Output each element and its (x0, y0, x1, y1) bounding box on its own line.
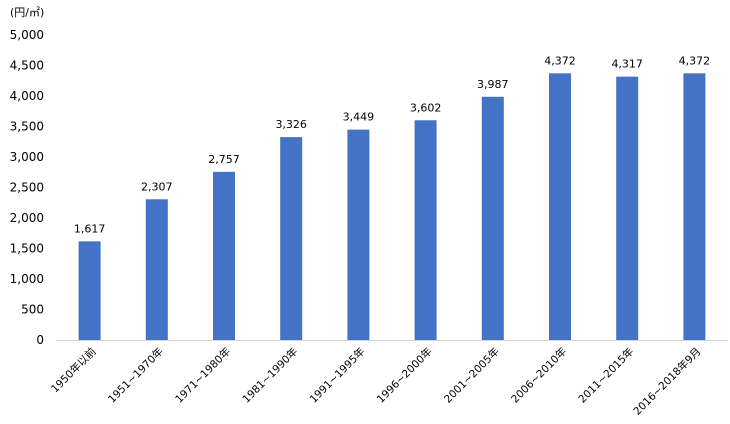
bar (145, 199, 168, 340)
x-tick-label: 1951~1970年 (105, 345, 166, 406)
y-tick-label: 3,000 (10, 150, 44, 164)
x-tick-label: 2016~2018年9月 (631, 345, 704, 418)
bar-series (78, 73, 706, 341)
x-tick-label: 2011~2015年 (576, 345, 637, 406)
x-tick-label: 2006~2010年 (508, 345, 569, 406)
x-tick-label: 2001~2005年 (441, 345, 502, 406)
y-tick-label: 4,500 (10, 59, 44, 73)
data-label: 4,372 (544, 54, 576, 67)
x-tick-label: 1991~1995年 (307, 345, 368, 406)
bar (481, 96, 504, 340)
x-tick-label: 1981~1990年 (240, 345, 301, 406)
data-labels: 1,617 2,307 2,757 3,326 3,449 3,602 3,987 4,372… (74, 54, 710, 235)
bar (683, 73, 706, 341)
data-label: 3,602 (410, 101, 442, 114)
x-tick-label: 1971~1980年 (172, 345, 233, 406)
y-axis: 0 500 1,000 1,500 2,000 2,500 3,000 3,500 4,000 4… (10, 28, 44, 347)
data-label: 4,372 (679, 54, 711, 67)
bar (616, 76, 639, 341)
y-tick-label: 2,000 (10, 211, 44, 225)
y-tick-label: 500 (21, 303, 44, 317)
data-label: 3,987 (477, 78, 509, 91)
bar (414, 120, 437, 340)
bar (347, 129, 370, 340)
x-tick-label: 1950年以前 (48, 345, 98, 395)
x-axis: 1950年以前 1951~1970年 1971~1980年 1981~1990年 199… (48, 345, 703, 418)
y-tick-label: 3,500 (10, 120, 44, 134)
y-tick-label: 1,500 (10, 242, 44, 256)
bar (549, 73, 571, 341)
data-label: 2,757 (208, 153, 240, 166)
data-label: 3,326 (275, 118, 307, 131)
bar (78, 241, 101, 340)
x-tick-label: 1996~2000年 (374, 345, 435, 406)
data-label: 4,317 (611, 58, 643, 71)
y-tick-label: 0 (36, 333, 44, 347)
y-tick-label: 5,000 (10, 28, 44, 42)
bar (213, 171, 235, 340)
y-tick-label: 2,500 (10, 181, 44, 195)
bar (280, 137, 303, 340)
y-tick-label: 1,000 (10, 272, 44, 286)
data-label: 2,307 (141, 180, 173, 193)
data-label: 3,449 (343, 111, 375, 124)
y-tick-label: 4,000 (10, 89, 44, 103)
data-label: 1,617 (74, 222, 106, 235)
y-axis-unit-label: (円/㎡) (10, 6, 45, 19)
